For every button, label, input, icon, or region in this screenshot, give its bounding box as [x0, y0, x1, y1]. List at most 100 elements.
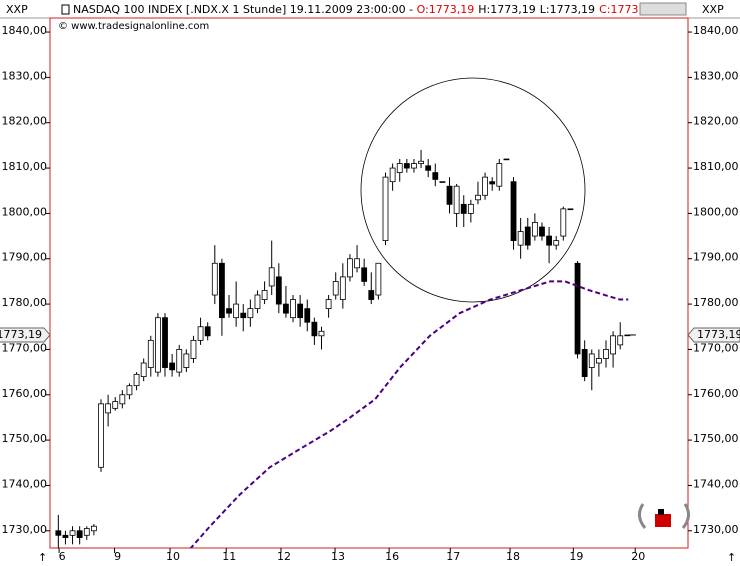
candle-body — [98, 403, 104, 468]
candle-body — [411, 163, 417, 169]
candle-body — [283, 303, 289, 314]
candle-body — [546, 235, 552, 246]
candle-body — [297, 303, 304, 319]
scroll-arrow[interactable]: ↑ — [727, 551, 736, 564]
candle-body — [105, 403, 112, 414]
y-tick-label: 1840,00 — [693, 24, 739, 37]
candle-body — [254, 294, 261, 310]
logo — [638, 503, 690, 529]
x-tick-label: 13 — [331, 550, 345, 563]
candle-body — [574, 262, 581, 355]
y-tick-label: 1770,00 — [2, 341, 48, 354]
x-tick-label: 9 — [114, 550, 121, 563]
candle-body — [211, 262, 218, 296]
x-tick-label: 20 — [631, 550, 645, 563]
candle-body — [176, 349, 183, 373]
candle-body — [112, 401, 119, 409]
y-tick-label: 1760,00 — [2, 387, 48, 400]
candle-body — [375, 262, 382, 296]
candle-body — [403, 163, 410, 169]
last-price-label: 1773,19 — [697, 328, 740, 341]
y-tick-label: 1740,00 — [2, 477, 48, 490]
candle-body — [567, 208, 574, 211]
candle-body — [325, 299, 332, 310]
candle-body — [510, 181, 517, 242]
candle-body — [275, 276, 282, 305]
annotation-circle — [360, 77, 586, 303]
symbol-left: XXP — [6, 3, 28, 16]
candle-body — [418, 160, 424, 164]
candle-body — [361, 267, 368, 282]
chart-title: NASDAQ 100 INDEX [.NDX.X 1 Stunde] 19.11… — [73, 3, 417, 16]
candle-body — [439, 181, 446, 183]
x-tick-label: 12 — [277, 550, 291, 563]
candle-body — [332, 281, 339, 296]
candle-body — [467, 203, 474, 214]
candle-body — [190, 339, 197, 359]
x-tick-label: 10 — [166, 550, 180, 563]
candle-body — [347, 258, 353, 278]
candle-body — [304, 308, 311, 323]
candle-body — [382, 176, 389, 242]
y-tick-label: 1810,00 — [2, 160, 48, 173]
candle-body — [268, 267, 275, 287]
candle-body — [169, 362, 176, 371]
symbol-right: XXP — [702, 3, 724, 16]
scroll-arrow[interactable]: ↑ — [38, 551, 47, 564]
window-buttons[interactable] — [639, 2, 687, 16]
nav-buttons[interactable] — [639, 2, 687, 16]
last-price-box — [687, 327, 740, 343]
candle-body — [482, 176, 488, 196]
candle-body — [290, 299, 296, 319]
candle-body — [219, 262, 225, 319]
candle-body — [425, 165, 432, 171]
y-tick-label: 1840,00 — [2, 24, 48, 37]
x-tick-label: 19 — [569, 550, 583, 563]
y-tick-label: 1790,00 — [693, 251, 739, 264]
y-tick-label: 1780,00 — [2, 296, 48, 309]
y-tick-label: 1790,00 — [2, 251, 48, 264]
candle-body — [339, 276, 346, 300]
y-tick-label: 1810,00 — [693, 160, 739, 173]
candle-body — [517, 231, 524, 246]
header-open: O:1773,19 — [417, 3, 475, 16]
candle-body — [354, 258, 360, 269]
candle-body — [261, 290, 268, 300]
y-tick-label: 1800,00 — [693, 205, 739, 218]
last-price-label: 1773,19 — [0, 328, 42, 341]
y-tick-label: 1770,00 — [693, 341, 739, 354]
plot-area — [55, 149, 636, 548]
y-tick-label: 1760,00 — [693, 387, 739, 400]
candle-body — [496, 163, 503, 187]
candle-body — [389, 167, 396, 183]
y-tick-label: 1780,00 — [693, 296, 739, 309]
candle-body — [140, 362, 147, 378]
candle-body — [396, 163, 403, 174]
candle-body — [226, 308, 232, 314]
y-tick-label: 1820,00 — [693, 115, 739, 128]
last-price-box — [0, 327, 51, 343]
y-tick-label: 1730,00 — [2, 523, 48, 536]
candle-body — [531, 222, 538, 237]
candle-body — [617, 335, 624, 346]
candle-body — [76, 530, 83, 538]
candle-body — [133, 373, 140, 387]
candle-body — [453, 185, 460, 214]
candle-body — [197, 326, 204, 341]
candle-body — [553, 240, 560, 246]
candle-body — [83, 528, 90, 536]
candle-body — [90, 525, 97, 532]
candle-body — [524, 226, 531, 246]
candle-body — [581, 349, 588, 378]
candle-body — [588, 353, 595, 368]
candle-body — [119, 394, 126, 405]
candle-body — [183, 353, 190, 368]
candle-body — [595, 358, 602, 364]
candle-body — [432, 172, 439, 180]
x-tick-label: 11 — [222, 550, 236, 563]
x-tick-label: 6 — [59, 550, 66, 563]
candle-body — [603, 349, 609, 359]
